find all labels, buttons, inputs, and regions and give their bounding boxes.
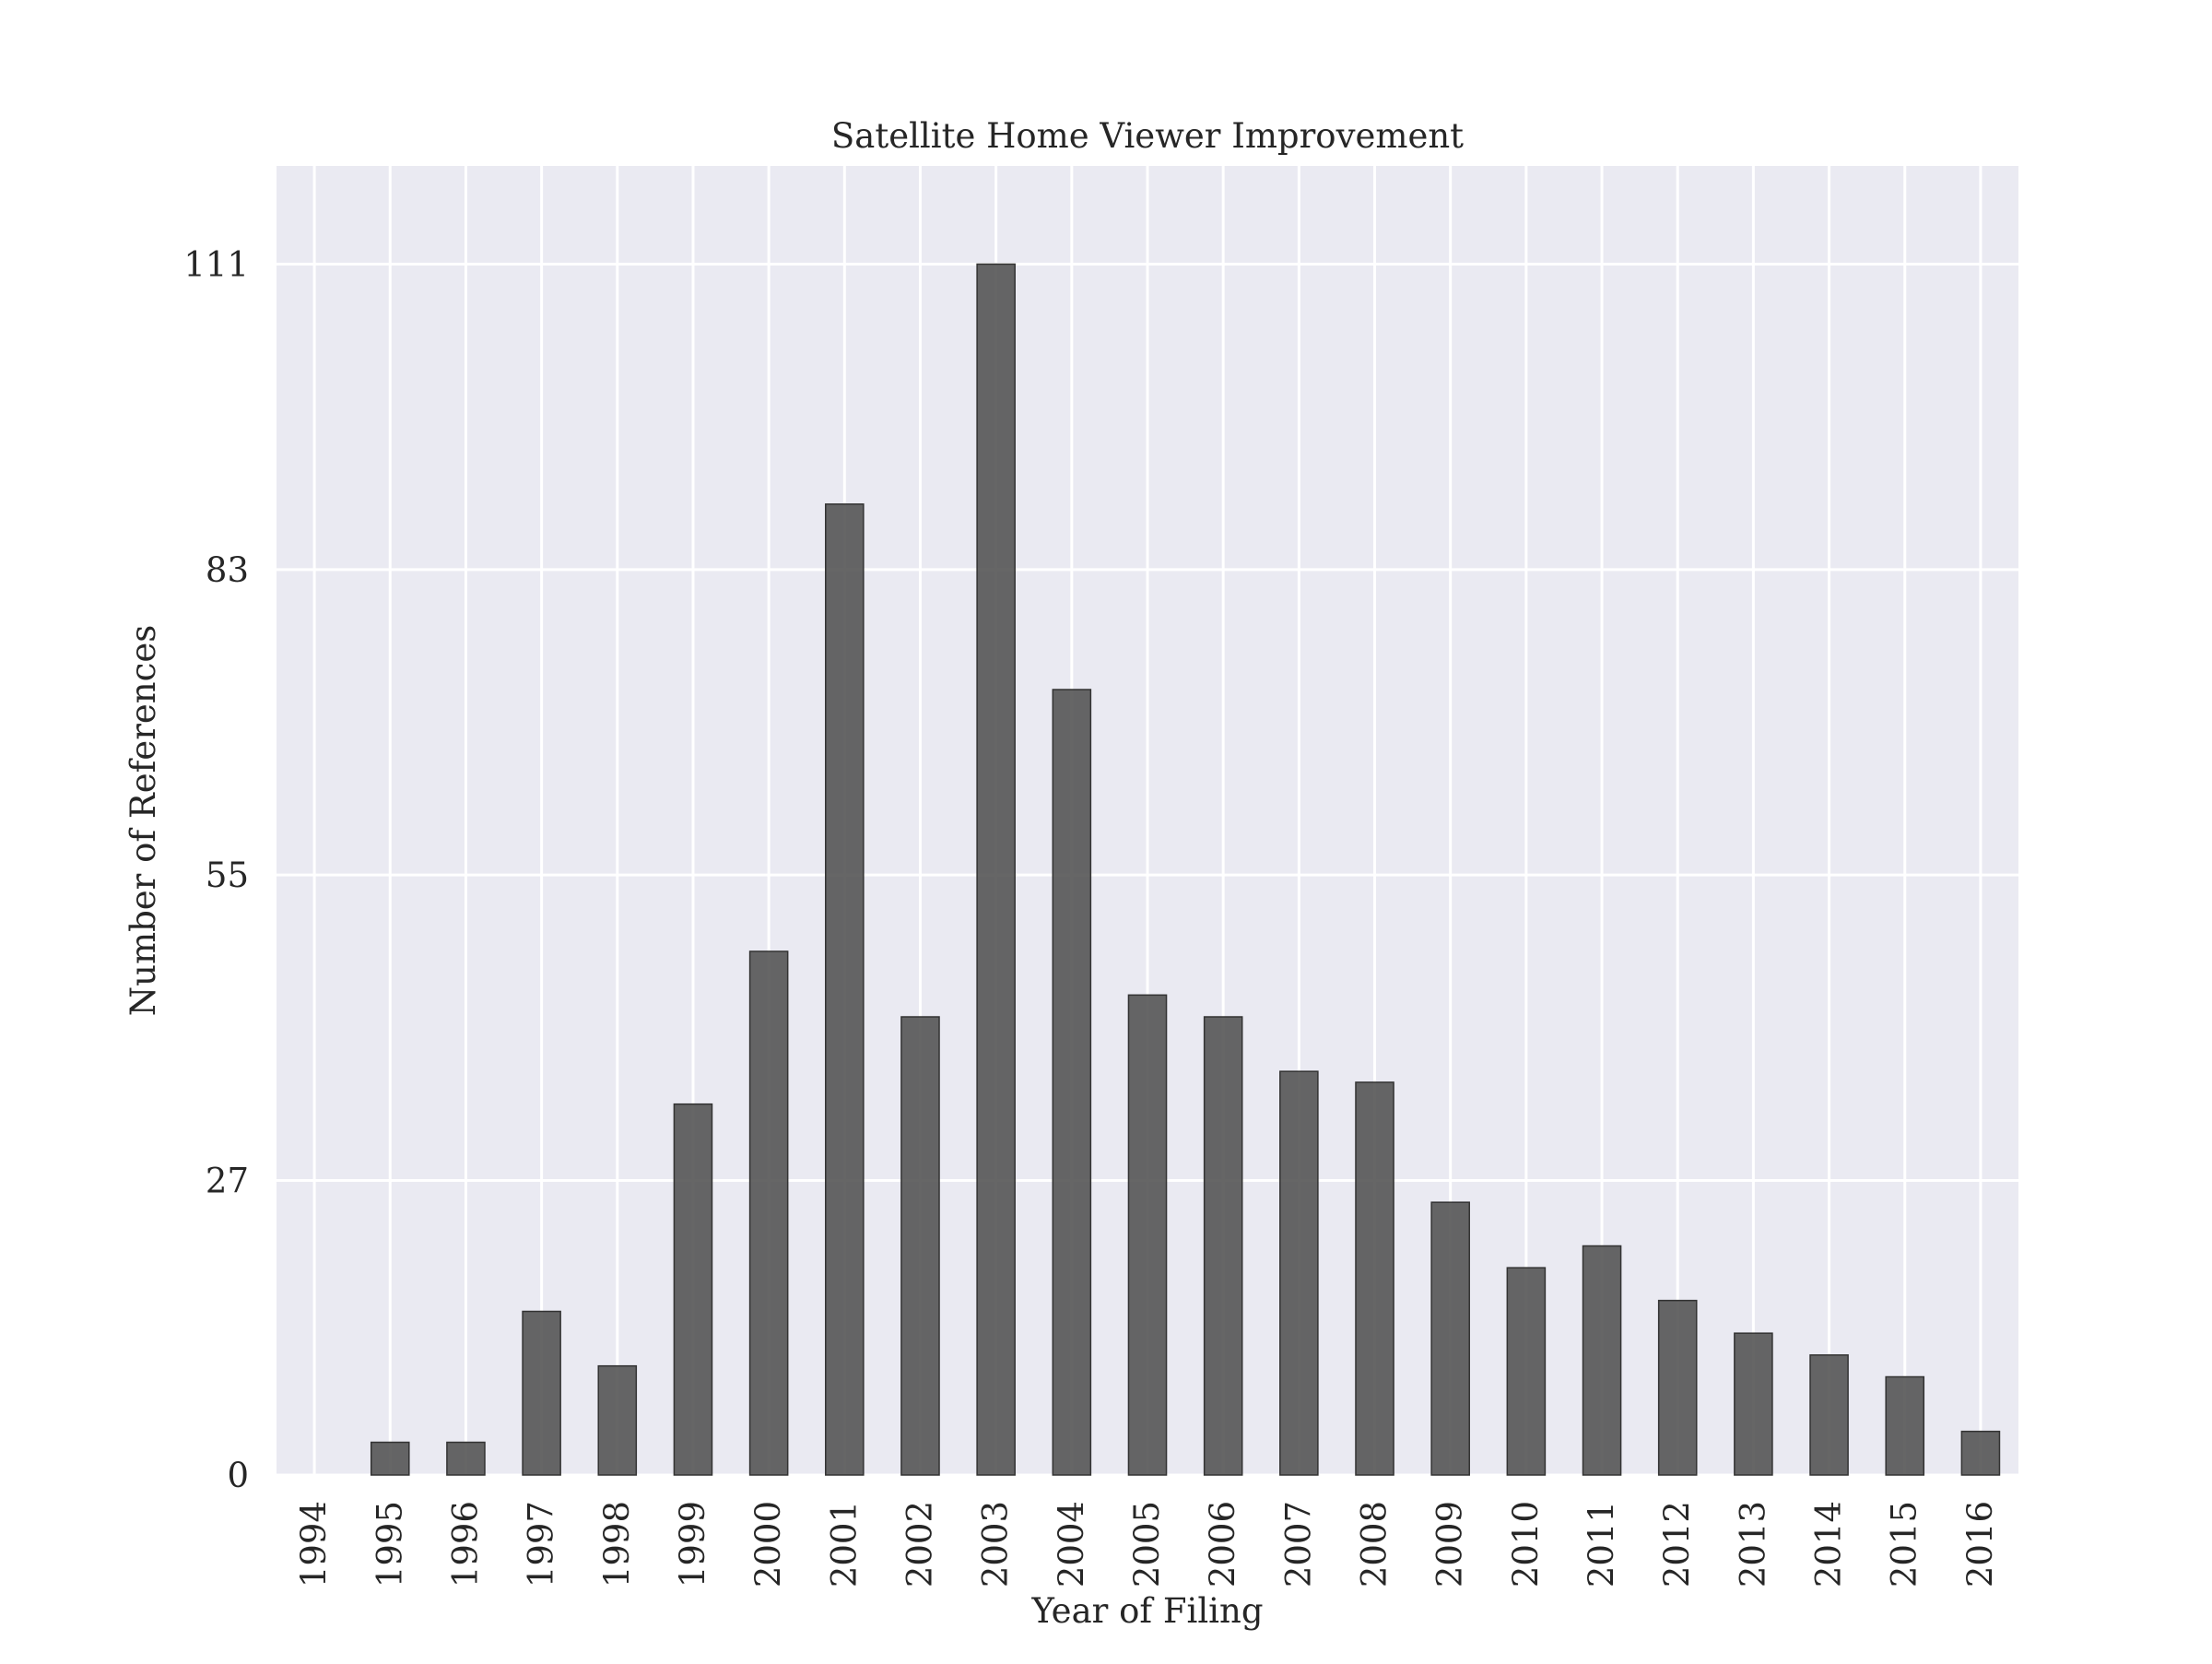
- x-tick-label: 2015: [1885, 1501, 1924, 1587]
- x-tick-label: 1997: [522, 1501, 561, 1587]
- x-tick-label: 2001: [824, 1501, 864, 1587]
- x-tick-label: 2003: [976, 1501, 1016, 1587]
- y-tick-labels: 0 27 55 83 111: [183, 245, 249, 1496]
- x-tick-label: 2002: [900, 1501, 939, 1587]
- x-tick-label: 2012: [1657, 1501, 1697, 1587]
- bar-2014: [1809, 1354, 1849, 1476]
- x-tick-label: 2016: [1960, 1501, 2000, 1587]
- chart-title: Satellite Home Viewer Improvement: [831, 116, 1464, 156]
- bar-2013: [1734, 1332, 1773, 1476]
- x-tick-labels: 1994 1995 1996 1997 1998 1999 2000 2001 2002 2003…: [294, 1501, 2000, 1587]
- x-axis-label: Year of Filing: [1030, 1591, 1263, 1631]
- bar-2015: [1885, 1375, 1925, 1476]
- bar-2010: [1506, 1267, 1547, 1476]
- bar-2011: [1582, 1245, 1622, 1476]
- bar-2016: [1960, 1430, 2001, 1476]
- x-tick-label: 2004: [1052, 1501, 1091, 1587]
- bar-2000: [748, 950, 789, 1476]
- bar-1997: [522, 1310, 561, 1476]
- bar-2006: [1203, 1016, 1243, 1476]
- x-tick-label: 1996: [445, 1501, 485, 1587]
- bar-1996: [446, 1441, 486, 1476]
- bar-2003: [976, 263, 1016, 1476]
- y-tick-label: 111: [183, 245, 249, 285]
- y-tick-label: 27: [206, 1162, 249, 1201]
- x-tick-label: 2008: [1355, 1501, 1394, 1587]
- bar-2001: [825, 503, 865, 1476]
- x-tick-label: 2013: [1733, 1501, 1772, 1587]
- y-tick-label: 0: [227, 1456, 249, 1495]
- bar-2009: [1430, 1201, 1470, 1476]
- x-tick-label: 1994: [294, 1501, 334, 1587]
- bar-1995: [370, 1441, 410, 1476]
- x-tick-label: 2005: [1127, 1501, 1167, 1587]
- x-tick-label: 2011: [1582, 1501, 1621, 1587]
- x-tick-label: 1995: [370, 1501, 409, 1587]
- bar-1999: [673, 1103, 713, 1476]
- y-axis-label: Number of References: [124, 625, 163, 1016]
- bar-2012: [1657, 1299, 1698, 1476]
- y-tick-label: 55: [206, 856, 249, 895]
- x-tick-label: 2006: [1203, 1501, 1242, 1587]
- bar-2002: [900, 1016, 940, 1476]
- bars: [370, 263, 2001, 1476]
- bar-2004: [1052, 689, 1092, 1476]
- x-tick-label: 2009: [1430, 1501, 1470, 1587]
- x-tick-label: 1999: [673, 1501, 712, 1587]
- x-tick-label: 1998: [597, 1501, 637, 1587]
- bar-1998: [597, 1364, 638, 1476]
- x-tick-label: 2000: [748, 1501, 788, 1587]
- bar-2008: [1355, 1081, 1394, 1476]
- y-tick-label: 83: [206, 550, 249, 590]
- x-tick-label: 2010: [1506, 1501, 1546, 1587]
- bar-2005: [1127, 994, 1168, 1476]
- bar-2007: [1279, 1070, 1319, 1476]
- x-tick-label: 2014: [1809, 1501, 1849, 1587]
- x-tick-label: 2007: [1278, 1501, 1318, 1587]
